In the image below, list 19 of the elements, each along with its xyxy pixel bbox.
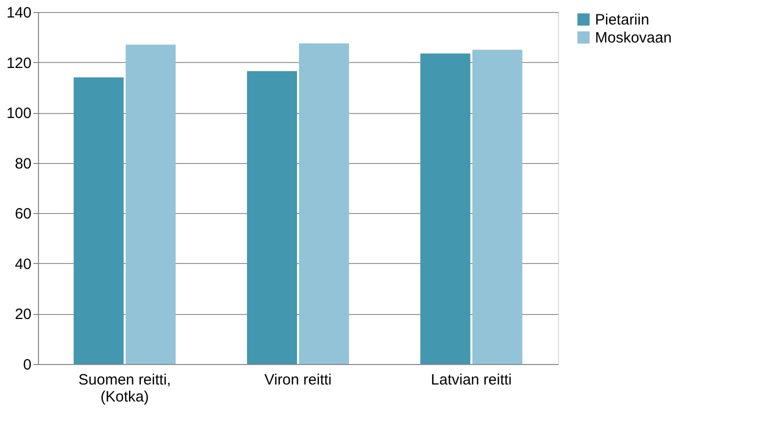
y-tick-label: 20 (14, 306, 32, 324)
bar (420, 53, 470, 364)
y-tick-label: 60 (14, 206, 32, 223)
bar (74, 77, 124, 364)
x-tick-label: Suomen reitti, (Kotka) (78, 372, 171, 406)
bar (299, 43, 349, 364)
y-tick-label: 0 (23, 356, 32, 374)
legend-label: Moskovaan (595, 30, 672, 46)
y-tick-label: 140 (6, 4, 32, 22)
legend-label: Pietariin (595, 12, 650, 28)
bar (247, 71, 297, 364)
x-tick-label: Latvian reitti (430, 372, 512, 388)
y-tick-label: 40 (14, 256, 32, 273)
x-tick-label: Viron reitti (264, 372, 332, 388)
y-tick-label: 80 (14, 155, 32, 172)
y-tick-label: 100 (6, 105, 32, 122)
bar (472, 50, 522, 364)
y-tick-label: 120 (6, 54, 32, 72)
bar (126, 44, 176, 364)
